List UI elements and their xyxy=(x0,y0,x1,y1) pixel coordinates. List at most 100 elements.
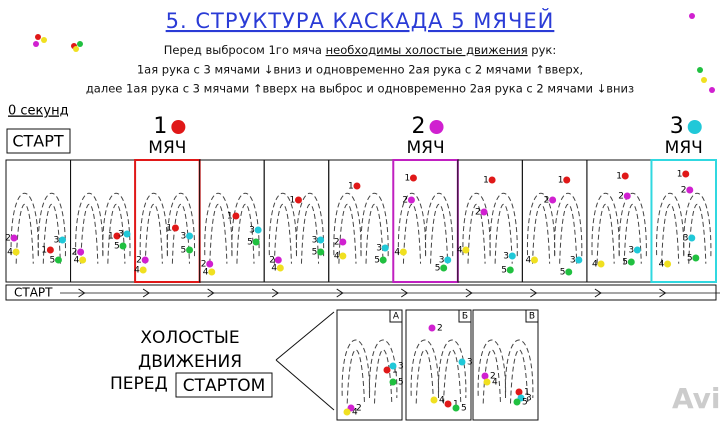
ball-label: 4 xyxy=(592,260,598,270)
frame xyxy=(521,159,588,283)
ball xyxy=(575,256,583,264)
ball xyxy=(488,176,496,184)
ball-label: 5 xyxy=(247,238,253,248)
ball xyxy=(276,264,284,272)
ball-label: 1 xyxy=(677,170,683,180)
juggling-path xyxy=(462,192,491,264)
marker-number: 3 xyxy=(670,114,684,139)
ball xyxy=(483,378,491,386)
ball xyxy=(452,404,460,412)
juggling-path xyxy=(102,192,131,264)
ball xyxy=(444,256,452,264)
juggling-path xyxy=(75,192,104,264)
ball xyxy=(506,266,514,274)
juggling-path xyxy=(37,192,66,264)
ball-label: 1 xyxy=(616,172,622,182)
ball-label: 5 xyxy=(312,248,318,258)
ball xyxy=(317,236,325,244)
ball xyxy=(186,246,194,254)
ball-label: 2 xyxy=(334,238,340,248)
ball xyxy=(480,208,488,216)
decor-ball xyxy=(33,41,39,47)
ball xyxy=(633,246,641,254)
ball-label: 4 xyxy=(203,268,209,278)
text: рук: xyxy=(531,43,556,57)
intro-line: далее 1ая рука с 3 мячами ↑вверх на выбр… xyxy=(86,82,634,96)
ball xyxy=(389,362,397,370)
ball-label: 3 xyxy=(503,252,509,262)
ball-label: 1 xyxy=(524,388,530,398)
bracket xyxy=(275,311,335,411)
ball xyxy=(353,182,361,190)
ball xyxy=(627,258,635,266)
panel-tag: А xyxy=(393,312,400,322)
juggling-path xyxy=(360,192,389,264)
ball-label: 3 xyxy=(398,362,404,372)
intro-line: Перед выбросом 1го мяча необходимы холос… xyxy=(164,43,556,57)
ball-label: 5 xyxy=(501,266,507,276)
prestart-text: ПЕРЕД xyxy=(110,374,168,394)
marker-ball xyxy=(171,120,186,134)
ball xyxy=(139,266,147,274)
marker-number: 1 xyxy=(153,114,167,139)
ball xyxy=(274,256,282,264)
marker-ball xyxy=(429,120,444,134)
juggling-path xyxy=(397,192,427,264)
panel-tag-box xyxy=(525,309,539,323)
ball-label: 1 xyxy=(108,232,114,242)
prestart-text: СТАРТОМ xyxy=(183,376,266,396)
ball-label: 2 xyxy=(356,404,362,414)
juggling-path xyxy=(295,192,325,264)
juggling-path xyxy=(410,339,440,404)
ball-label: 4 xyxy=(394,248,400,258)
ball-label: 5 xyxy=(49,256,55,266)
text: Перед выбросом 1го мяча xyxy=(164,43,322,57)
ball-label: 3 xyxy=(628,246,634,256)
marker-word: МЯЧ xyxy=(148,138,186,158)
ball xyxy=(513,398,521,406)
ball xyxy=(440,264,448,272)
ball xyxy=(254,226,262,234)
ball-label: 2 xyxy=(544,196,550,206)
ball-label: 5 xyxy=(114,242,120,252)
ball-label: 2 xyxy=(475,208,481,218)
ball-label: 3 xyxy=(249,226,255,236)
ball-label: 2 xyxy=(269,256,275,266)
ball xyxy=(399,248,407,256)
ball xyxy=(339,252,347,260)
ball-label: 4 xyxy=(492,378,498,388)
frame xyxy=(328,159,394,283)
ball xyxy=(46,246,54,254)
start: СТАРТ xyxy=(12,132,64,151)
watermark: Avito xyxy=(672,382,720,415)
frame xyxy=(392,159,459,283)
ball-label: 5 xyxy=(461,404,467,414)
ball-label: 1 xyxy=(453,400,459,410)
ball-label: 4 xyxy=(74,256,80,266)
juggling-path xyxy=(477,339,507,404)
panel-tag-box xyxy=(389,309,403,323)
ball-label: 4 xyxy=(134,266,140,276)
strip xyxy=(5,284,717,301)
ball xyxy=(692,254,700,262)
ball xyxy=(317,248,325,256)
ball-label: 3 xyxy=(181,232,187,242)
decor-ball xyxy=(73,46,79,52)
ball xyxy=(462,246,470,254)
ball-label: 5 xyxy=(181,246,187,256)
ball xyxy=(123,230,131,238)
ball-label: 2 xyxy=(136,256,142,266)
ball-label: 4 xyxy=(439,396,445,406)
ball-label: 1 xyxy=(404,174,410,184)
ball xyxy=(686,186,694,194)
ball-label: 2 xyxy=(72,248,78,258)
ball xyxy=(428,324,436,332)
juggling-path xyxy=(504,339,534,404)
ball-label: 3 xyxy=(526,394,532,404)
ball-label: 3 xyxy=(118,230,124,240)
ball xyxy=(381,244,389,252)
ball xyxy=(383,366,391,374)
panel-tag: Б xyxy=(462,312,468,322)
juggling-path xyxy=(341,339,371,404)
